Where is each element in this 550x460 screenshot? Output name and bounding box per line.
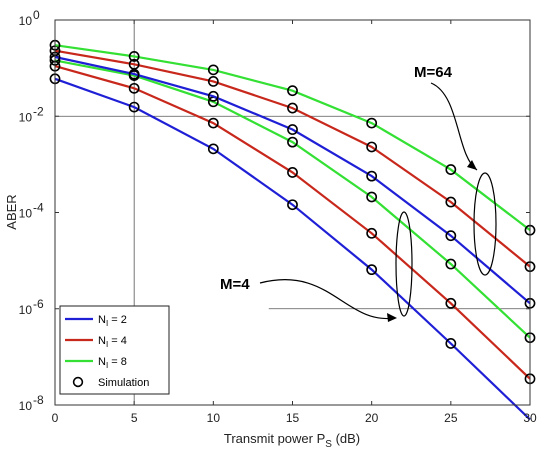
series-line bbox=[54, 44, 531, 231]
y-tick-label: 10 bbox=[19, 303, 33, 317]
legend-box bbox=[59, 305, 170, 395]
simulation-point bbox=[366, 264, 378, 276]
x-tick-label: 10 bbox=[207, 411, 221, 425]
x-tick-label: 20 bbox=[365, 411, 379, 425]
series-line bbox=[54, 65, 531, 380]
y-tick: 10 -6 bbox=[19, 297, 530, 317]
x-tick: 10 bbox=[207, 20, 221, 425]
annotation-label: M=64 bbox=[414, 64, 453, 81]
x-axis-label: Transmit power PS (dB) bbox=[224, 431, 360, 450]
simulation-point bbox=[445, 196, 457, 208]
series-line bbox=[54, 77, 531, 421]
x-axis-ticks: 0 5 10 15 20 25 30 bbox=[52, 20, 537, 425]
x-tick-label: 0 bbox=[52, 411, 59, 425]
simulation-point bbox=[207, 64, 219, 76]
simulation-point bbox=[128, 51, 140, 62]
x-tick: 0 bbox=[52, 20, 59, 425]
x-tick: 30 bbox=[523, 20, 537, 425]
y-tick-label: 10 bbox=[19, 399, 33, 413]
simulation-point bbox=[128, 58, 140, 70]
legend-label: NI = 2 bbox=[98, 314, 127, 328]
simulation-point bbox=[366, 227, 378, 239]
simulation-point bbox=[366, 191, 378, 203]
legend-entry: NI = 4 bbox=[65, 335, 127, 349]
series bbox=[49, 45, 536, 273]
simulation-point bbox=[445, 258, 457, 270]
series-line bbox=[54, 55, 531, 305]
y-tick-exponent: -4 bbox=[33, 201, 44, 215]
legend-label: Simulation bbox=[98, 377, 149, 389]
simulation-point bbox=[128, 82, 140, 94]
series bbox=[49, 51, 536, 309]
simulation-point bbox=[287, 124, 298, 135]
simulation-point bbox=[287, 85, 298, 97]
annotation-ellipse bbox=[473, 172, 497, 276]
series bbox=[49, 39, 536, 236]
y-tick-label: 10 bbox=[19, 207, 33, 221]
simulation-point bbox=[445, 338, 457, 349]
y-tick-exponent: 0 bbox=[33, 8, 40, 22]
y-tick-exponent: -2 bbox=[33, 104, 44, 118]
simulation-point bbox=[366, 170, 378, 182]
legend-marker bbox=[72, 376, 84, 388]
legend-entry: NI = 8 bbox=[65, 356, 127, 370]
annotation-layer: M=64 M=4 bbox=[220, 64, 497, 322]
simulation-point bbox=[366, 141, 378, 153]
series-line bbox=[54, 49, 531, 268]
series-layer bbox=[49, 39, 536, 421]
x-tick-label: 25 bbox=[444, 411, 458, 425]
y-tick-exponent: -8 bbox=[33, 393, 44, 407]
arrowhead bbox=[467, 160, 477, 170]
legend-label: NI = 4 bbox=[98, 335, 127, 349]
simulation-point bbox=[207, 143, 219, 155]
x-tick-label: 5 bbox=[131, 411, 138, 425]
legend-label: NI = 8 bbox=[98, 356, 127, 370]
simulation-point bbox=[207, 90, 219, 102]
arrowhead bbox=[387, 313, 397, 322]
y-tick-exponent: -6 bbox=[33, 297, 44, 311]
series-line bbox=[54, 59, 531, 339]
simulation-point bbox=[445, 164, 457, 175]
x-tick-label: 15 bbox=[286, 411, 300, 425]
x-tick: 25 bbox=[444, 20, 458, 425]
simulation-point bbox=[287, 167, 298, 178]
annotation-label: M=4 bbox=[220, 276, 250, 293]
annotation-arrow bbox=[430, 82, 478, 171]
x-tick: 5 bbox=[131, 20, 138, 425]
y-tick: 10 -8 bbox=[19, 393, 530, 413]
simulation-point bbox=[207, 75, 219, 87]
legend: NI = 2 NI = 4 NI = 8 Simulation bbox=[59, 305, 170, 395]
y-tick: 10 -4 bbox=[19, 201, 530, 221]
series bbox=[49, 54, 536, 344]
y-tick-label: 10 bbox=[19, 110, 33, 124]
simulation-point bbox=[207, 117, 219, 129]
simulation-point bbox=[445, 297, 457, 309]
y-axis-label: ABER bbox=[4, 194, 19, 229]
simulation-point bbox=[128, 101, 140, 113]
annotation-ellipse bbox=[395, 211, 413, 317]
simulation-point bbox=[287, 102, 298, 114]
y-tick-label: 10 bbox=[19, 14, 33, 28]
legend-entry: Simulation bbox=[72, 376, 149, 389]
x-tick-label: 30 bbox=[523, 411, 537, 425]
simulation-point bbox=[445, 230, 457, 242]
simulation-point bbox=[287, 199, 298, 211]
simulation-point bbox=[366, 117, 378, 129]
y-tick: 10 0 bbox=[19, 8, 530, 28]
simulation-point bbox=[287, 136, 298, 148]
x-tick: 15 bbox=[286, 20, 300, 425]
annotation-arrow bbox=[259, 279, 396, 320]
legend-entry: NI = 2 bbox=[65, 314, 127, 328]
x-tick: 20 bbox=[365, 20, 379, 425]
y-tick: 10 -2 bbox=[19, 104, 530, 124]
